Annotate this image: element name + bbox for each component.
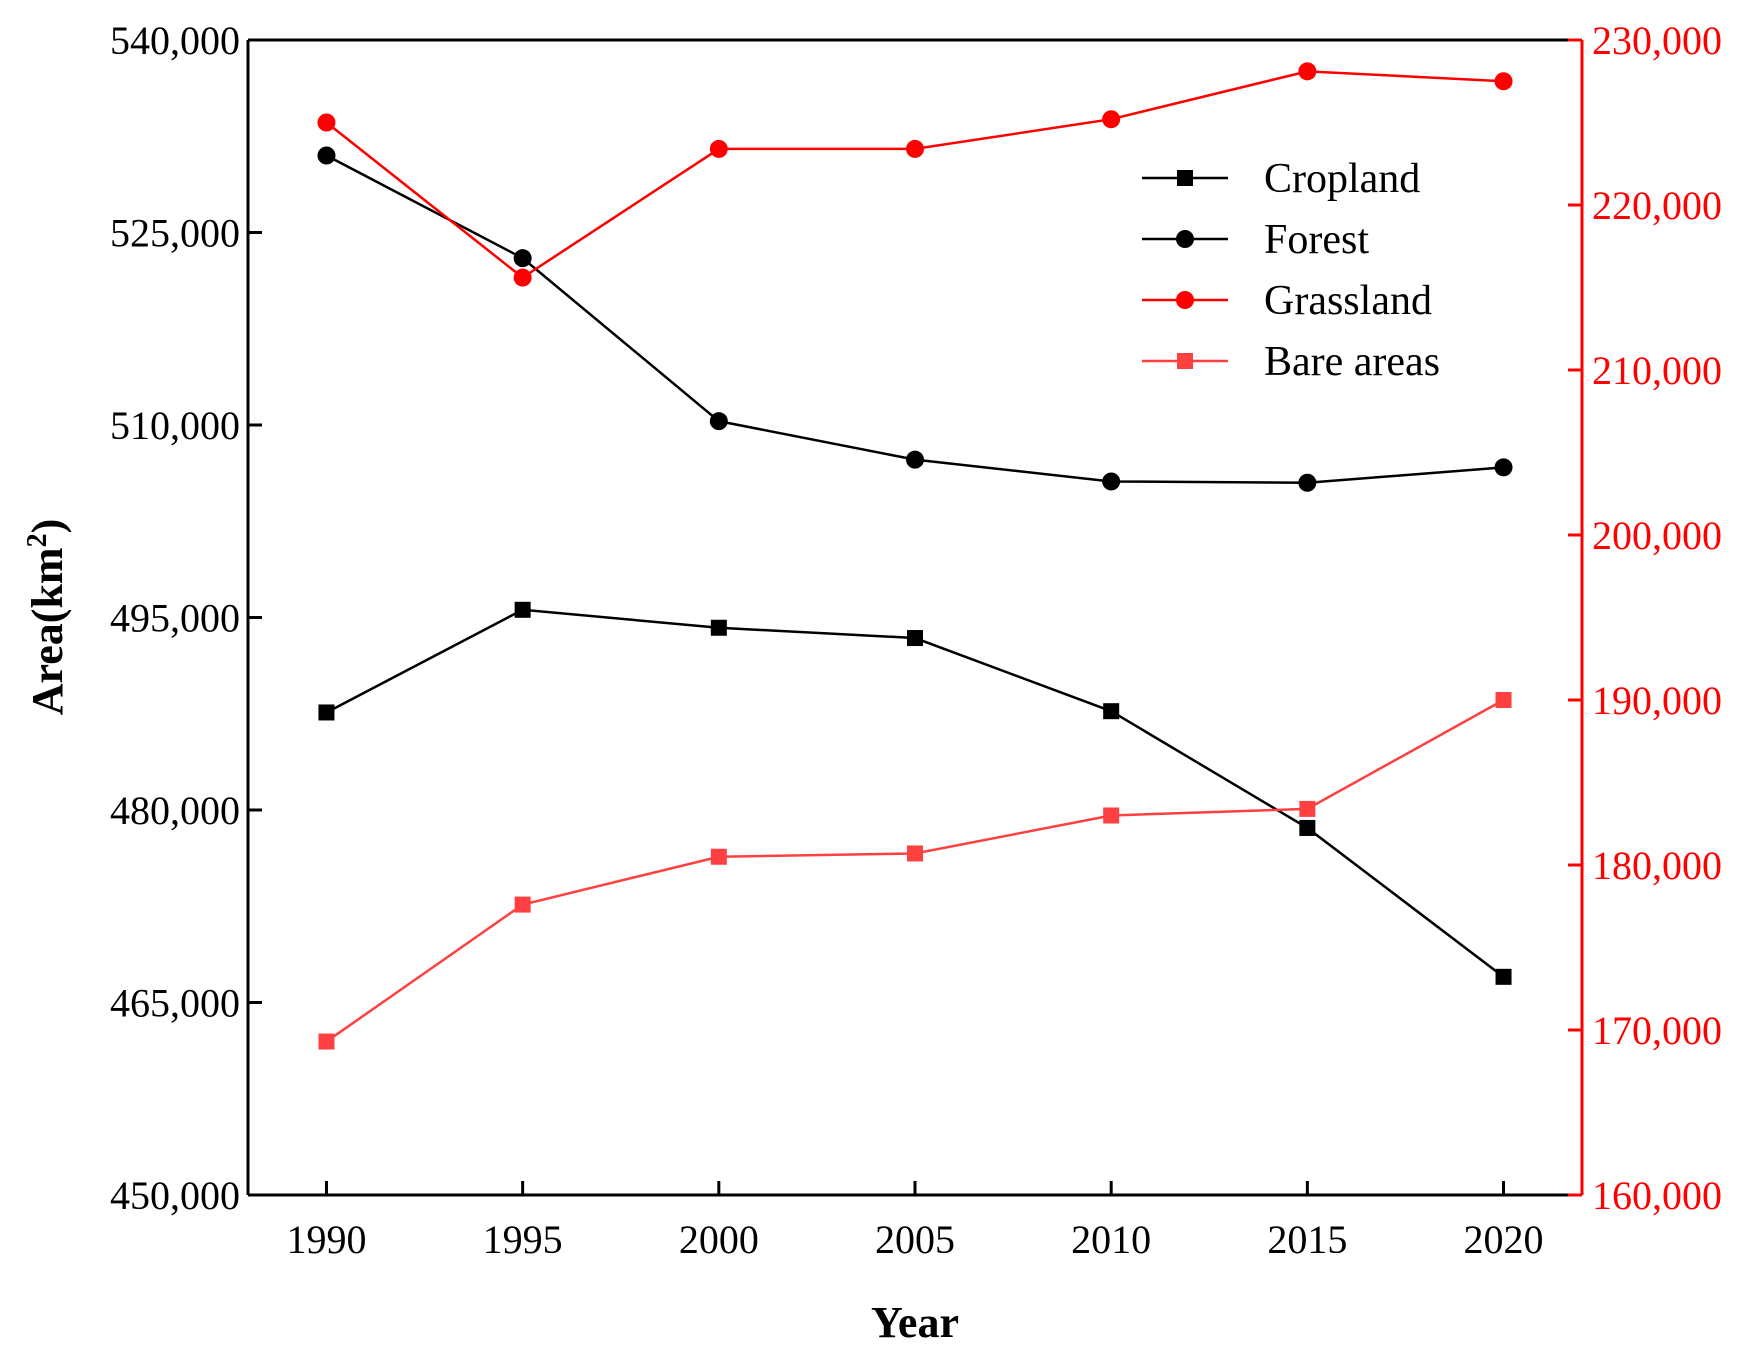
legend-label: Forest (1264, 217, 1369, 263)
data-point-bare-areas (1299, 800, 1316, 817)
data-point-bare-areas (1495, 692, 1512, 708)
series (317, 62, 1513, 1050)
y-right-tick-label: 160,000 (1592, 1173, 1722, 1218)
x-tick-label: 1990 (286, 1217, 366, 1262)
data-point-bare-areas (710, 848, 727, 865)
data-point-forest (1298, 473, 1317, 492)
y-right-tick-label: 220,000 (1592, 183, 1722, 228)
data-point-forest (1102, 472, 1121, 491)
y-axis-title-close: ) (23, 519, 72, 534)
y-right-tick-label: 180,000 (1592, 843, 1722, 888)
data-point-grassland (1494, 72, 1513, 91)
axes (246, 38, 1584, 1197)
data-point-cropland (907, 630, 923, 647)
x-tick-label: 2000 (679, 1217, 759, 1262)
data-point-cropland (318, 704, 335, 721)
data-point-grassland (709, 139, 728, 158)
data-point-bare-areas (1103, 807, 1120, 824)
legend-label: Grassland (1264, 278, 1432, 324)
data-point-bare-areas (514, 896, 531, 913)
y-left-tick-label: 525,000 (110, 211, 240, 256)
x-tick-label: 2020 (1464, 1217, 1544, 1262)
x-axis-title: Year (871, 1298, 959, 1347)
series-bare-areas (318, 692, 1512, 1050)
y-right-tick-label: 230,000 (1592, 18, 1722, 63)
y-left-tick-label: 540,000 (110, 18, 240, 63)
legend-label: Cropland (1264, 156, 1420, 202)
y-right-tick-label: 200,000 (1592, 513, 1722, 558)
data-point-cropland (710, 619, 727, 636)
ticks: 1990 1995 2000 2005 2010 2015 2020 450,000 465,0… (110, 18, 1722, 1262)
legend-item-grassland: Grassland (1142, 278, 1432, 324)
y-left-tick-label: 495,000 (110, 596, 240, 641)
data-point-grassland (317, 113, 336, 132)
y-left-tick-label: 465,000 (110, 981, 240, 1026)
data-point-cropland (514, 601, 531, 618)
x-tick-label: 1995 (483, 1217, 563, 1262)
legend-marker (1176, 230, 1194, 248)
data-point-cropland (1103, 703, 1120, 720)
data-point-grassland (1102, 110, 1121, 129)
data-point-forest (906, 450, 924, 469)
y-right-tick-label: 170,000 (1592, 1008, 1722, 1053)
x-tick-label: 2010 (1071, 1217, 1151, 1262)
legend-item-forest: Forest (1142, 217, 1369, 263)
legend-marker (1177, 170, 1193, 186)
series-grassland (317, 62, 1513, 287)
y-right-tick-label: 190,000 (1592, 678, 1722, 723)
series-line-bare-areas (325, 698, 1505, 1043)
legend-marker (1176, 291, 1194, 309)
data-point-bare-areas (318, 1033, 335, 1050)
legend-item-cropland: Cropland (1142, 156, 1420, 202)
data-point-grassland (1298, 62, 1317, 81)
series-forest (317, 146, 1513, 492)
y-axis-title-main: Area(km (23, 547, 72, 715)
legend: Cropland Forest Grassland Bare areas (1142, 156, 1440, 385)
x-tick-label: 2005 (875, 1217, 955, 1262)
y-axis-title-sup: 2 (22, 533, 53, 547)
x-tick-label: 2015 (1267, 1217, 1347, 1262)
data-point-grassland (513, 268, 532, 287)
data-point-bare-areas (907, 845, 923, 862)
data-point-cropland (1299, 819, 1316, 836)
series-cropland (318, 601, 1512, 985)
y-left-tick-label: 450,000 (110, 1173, 240, 1218)
legend-item-bare-areas: Bare areas (1142, 339, 1440, 385)
y-left-tick-label: 510,000 (110, 403, 240, 448)
legend-label: Bare areas (1264, 339, 1440, 385)
y-axis-title: Area(km2) (22, 519, 72, 715)
legend-marker (1177, 353, 1193, 369)
y-right-tick-label: 210,000 (1592, 348, 1722, 393)
data-point-forest (709, 412, 728, 431)
data-point-forest (317, 146, 336, 165)
data-point-forest (1494, 458, 1513, 477)
data-point-grassland (906, 139, 924, 158)
y-left-tick-label: 480,000 (110, 788, 240, 833)
data-point-cropland (1495, 968, 1512, 985)
data-point-forest (513, 249, 532, 268)
series-line-cropland (325, 608, 1505, 978)
